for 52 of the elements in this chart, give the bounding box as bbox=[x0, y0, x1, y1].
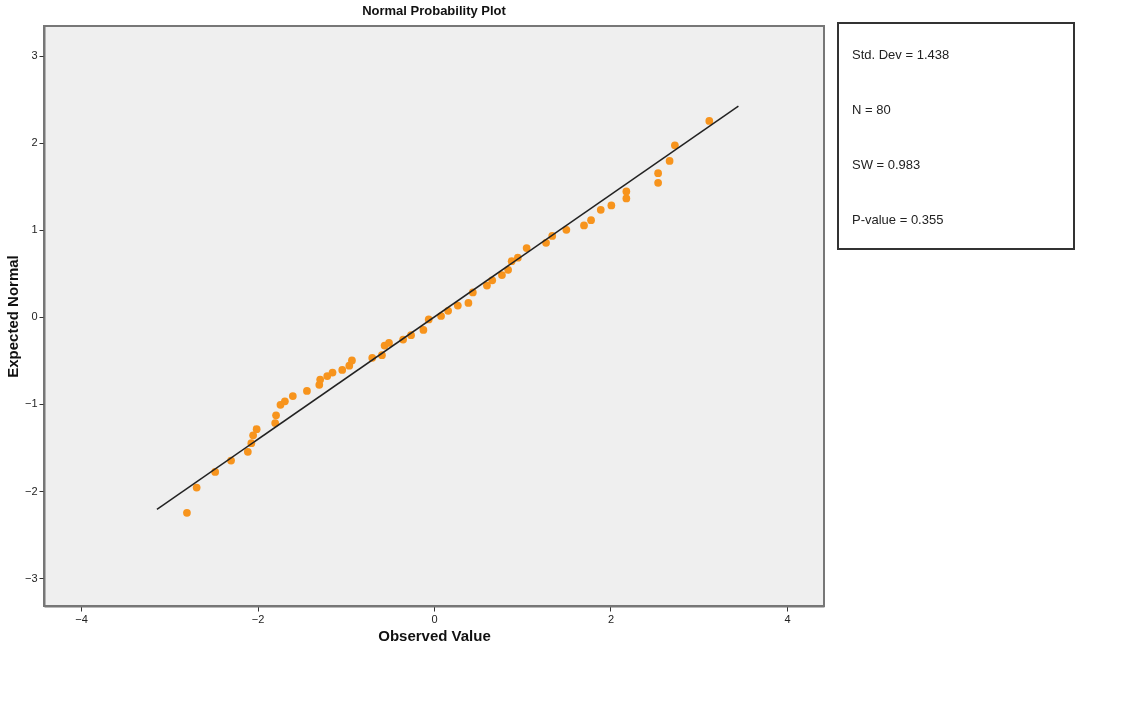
point bbox=[281, 397, 289, 406]
point bbox=[622, 194, 631, 203]
point bbox=[453, 301, 462, 310]
point bbox=[654, 178, 662, 187]
point bbox=[483, 281, 491, 290]
x-tick-label: 4 bbox=[784, 612, 791, 625]
point bbox=[622, 187, 631, 196]
point bbox=[249, 431, 257, 440]
y-axis-title: Expected Normal bbox=[3, 255, 21, 378]
y-tick-label: 1 bbox=[31, 223, 38, 236]
y-tick-label: −1 bbox=[24, 397, 38, 410]
y-tick-label: −2 bbox=[24, 484, 38, 497]
point bbox=[316, 375, 325, 384]
point bbox=[654, 169, 662, 178]
point bbox=[192, 483, 201, 492]
point bbox=[243, 447, 252, 456]
text: P-value = 0.355 bbox=[852, 212, 944, 227]
point bbox=[587, 216, 595, 225]
point bbox=[580, 221, 588, 230]
x-tick-label: 0 bbox=[431, 612, 438, 625]
point bbox=[348, 356, 356, 365]
point bbox=[671, 141, 679, 150]
point bbox=[522, 244, 531, 252]
point bbox=[271, 419, 280, 427]
text: N = 80 bbox=[852, 102, 891, 117]
point bbox=[183, 508, 191, 517]
point bbox=[303, 387, 311, 395]
point bbox=[464, 299, 473, 307]
point bbox=[607, 201, 616, 210]
point bbox=[288, 392, 297, 400]
point bbox=[705, 117, 714, 125]
x-tick-label: −2 bbox=[251, 612, 265, 625]
x-tick-label: 2 bbox=[607, 612, 615, 625]
point bbox=[252, 425, 261, 434]
y-tick-label: 0 bbox=[31, 310, 38, 323]
point bbox=[665, 157, 674, 165]
point bbox=[419, 326, 428, 334]
point bbox=[272, 411, 280, 420]
y-tick-label: −3 bbox=[24, 571, 38, 584]
point bbox=[385, 339, 393, 347]
chart-title: Normal Probability Plot bbox=[362, 3, 507, 18]
point bbox=[498, 271, 506, 279]
x-tick-label: −4 bbox=[75, 612, 88, 625]
point bbox=[596, 205, 605, 214]
point bbox=[338, 366, 347, 374]
y-tick-label: 2 bbox=[31, 136, 38, 149]
text: Std. Dev = 1.438 bbox=[852, 47, 950, 62]
y-tick-label: 3 bbox=[31, 49, 38, 62]
text: SW = 0.983 bbox=[852, 157, 921, 172]
x-axis-title: Observed Value bbox=[378, 626, 491, 644]
point bbox=[328, 368, 337, 377]
point bbox=[323, 372, 332, 380]
